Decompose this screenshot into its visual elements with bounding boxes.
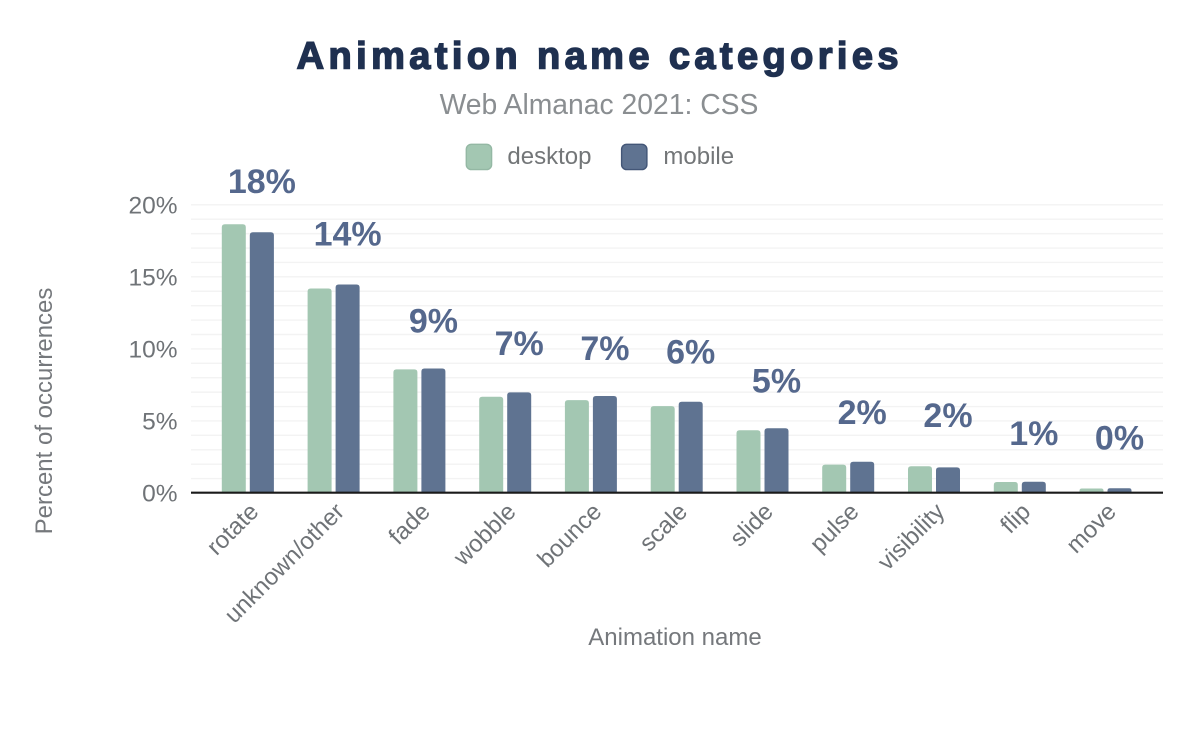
svg-text:Percent of occurrences: Percent of occurrences [31, 288, 58, 535]
svg-text:7%: 7% [580, 330, 629, 368]
svg-text:20%: 20% [128, 193, 177, 220]
svg-text:Web Almanac 2021: CSS: Web Almanac 2021: CSS [440, 88, 759, 120]
svg-text:1%: 1% [1009, 415, 1058, 453]
svg-text:Animation name categories: Animation name categories [297, 36, 903, 78]
svg-text:10%: 10% [128, 337, 177, 364]
svg-text:0%: 0% [1095, 420, 1144, 458]
svg-text:6%: 6% [666, 334, 715, 372]
svg-text:18%: 18% [228, 163, 296, 201]
svg-text:mobile: mobile [663, 143, 734, 170]
svg-text:2%: 2% [838, 394, 887, 432]
svg-text:2%: 2% [923, 397, 972, 435]
svg-text:7%: 7% [495, 325, 544, 363]
svg-text:5%: 5% [142, 409, 177, 436]
svg-text:15%: 15% [128, 265, 177, 292]
svg-text:9%: 9% [409, 303, 458, 341]
svg-text:5%: 5% [752, 363, 801, 401]
svg-text:0%: 0% [142, 481, 177, 508]
svg-text:desktop: desktop [507, 143, 591, 170]
svg-text:14%: 14% [314, 216, 382, 254]
svg-text:Animation name: Animation name [588, 624, 761, 651]
